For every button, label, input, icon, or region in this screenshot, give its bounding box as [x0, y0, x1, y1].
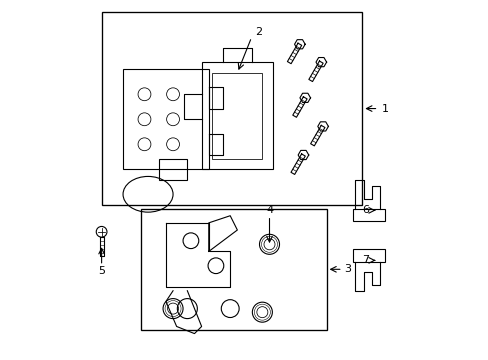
Text: 5: 5 [98, 266, 105, 276]
Bar [123, 69, 208, 169]
Bar [159, 158, 187, 180]
Text: 6: 6 [362, 205, 369, 215]
Bar [352, 208, 384, 221]
Text: 1: 1 [381, 104, 388, 113]
Bar [201, 62, 272, 169]
Text: 4: 4 [265, 205, 272, 215]
Text: 2: 2 [255, 27, 262, 37]
Text: 7: 7 [362, 255, 369, 265]
Bar [102, 12, 362, 205]
Bar [141, 208, 326, 330]
Bar [352, 249, 384, 262]
Bar [212, 73, 262, 158]
Text: 3: 3 [344, 264, 351, 274]
